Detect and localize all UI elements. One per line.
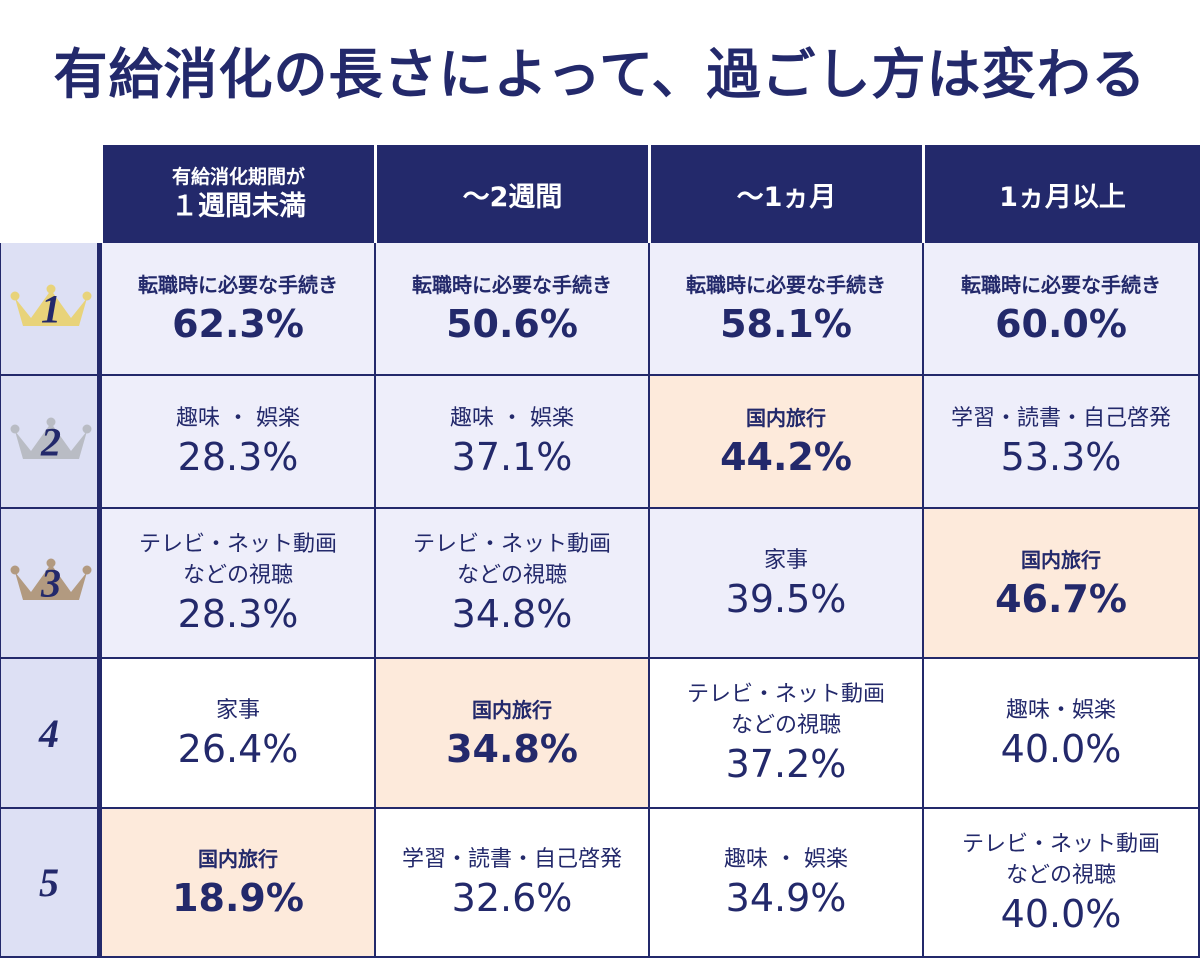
table-cell: 転職時に必要な手続き 58.1% xyxy=(648,243,922,376)
activity-label: 家事 xyxy=(215,697,260,723)
table-cell: 国内旅行 34.8% xyxy=(374,659,648,809)
rank-number: 5 xyxy=(39,860,59,905)
column-header: 有給消化期間が １週間未満 xyxy=(100,145,374,243)
activity-label: 家事 xyxy=(763,547,808,573)
table-cell: 趣味 ・ 娯楽 28.3% xyxy=(100,376,374,509)
column-header-line: 有給消化期間が xyxy=(171,166,305,188)
percentage-value: 34.8% xyxy=(451,592,573,636)
activity-label: テレビ・ネット動画 などの視聴 xyxy=(412,532,611,588)
column-header-line: 1ヵ月以上 xyxy=(999,181,1126,213)
rank-cell-4: 4 xyxy=(0,659,100,809)
activity-label: テレビ・ネット動画 などの視聴 xyxy=(138,532,337,588)
gold-crown-icon xyxy=(9,284,93,334)
activity-label: 転職時に必要な手続き xyxy=(412,273,612,297)
percentage-value: 18.9% xyxy=(172,876,304,920)
ranking-table: 有給消化期間が １週間未満 ～2週間 ～1ヵ月 1ヵ月以上 1 転職時に必要な手続き 62.3… xyxy=(0,145,1200,958)
table-cell: テレビ・ネット動画 などの視聴 37.2% xyxy=(648,659,922,809)
activity-label: 学習・読書・自己啓発 xyxy=(950,406,1171,431)
percentage-value: 62.3% xyxy=(172,302,304,346)
table-cell: 学習・読書・自己啓発 53.3% xyxy=(922,376,1200,509)
rank-number: 3 xyxy=(41,560,61,606)
column-header-line: ～1ヵ月 xyxy=(736,181,837,213)
column-header: 1ヵ月以上 xyxy=(922,145,1200,243)
percentage-value: 28.3% xyxy=(177,592,299,636)
column-header: ～1ヵ月 xyxy=(648,145,922,243)
rank-number: 2 xyxy=(41,419,61,464)
table-cell: テレビ・ネット動画 などの視聴 34.8% xyxy=(374,509,648,659)
bronze-crown-icon xyxy=(9,558,93,608)
percentage-value: 34.8% xyxy=(446,726,578,771)
table-cell: 転職時に必要な手続き 60.0% xyxy=(922,243,1200,376)
table-cell: 転職時に必要な手続き 62.3% xyxy=(100,243,374,376)
percentage-value: 40.0% xyxy=(1000,726,1122,771)
percentage-value: 50.6% xyxy=(446,302,578,346)
percentage-value: 60.0% xyxy=(995,302,1127,346)
percentage-value: 26.4% xyxy=(177,726,299,771)
table-cell: 国内旅行 44.2% xyxy=(648,376,922,509)
table-cell: 家事 26.4% xyxy=(100,659,374,809)
activity-label: 学習・読書・自己啓発 xyxy=(401,847,622,872)
percentage-value: 46.7% xyxy=(995,576,1127,621)
column-header-line: ～2週間 xyxy=(462,181,563,213)
activity-label: 転職時に必要な手続き xyxy=(686,273,886,297)
rank-cell-2: 2 xyxy=(0,376,100,509)
activity-label: 転職時に必要な手続き xyxy=(138,273,338,297)
activity-label: 国内旅行 xyxy=(198,847,278,871)
percentage-value: 28.3% xyxy=(177,435,299,479)
rank-cell-5: 5 xyxy=(0,809,100,958)
activity-label: 国内旅行 xyxy=(1021,547,1101,572)
percentage-value: 37.1% xyxy=(451,435,573,479)
table-cell: 国内旅行 18.9% xyxy=(100,809,374,958)
percentage-value: 44.2% xyxy=(720,435,852,479)
table-corner xyxy=(0,145,100,243)
rank-cell-1: 1 xyxy=(0,243,100,376)
activity-label: 国内旅行 xyxy=(746,406,826,430)
table-cell: 家事 39.5% xyxy=(648,509,922,659)
column-header: ～2週間 xyxy=(374,145,648,243)
percentage-value: 40.0% xyxy=(1000,891,1122,936)
table-cell: 転職時に必要な手続き 50.6% xyxy=(374,243,648,376)
activity-label: 趣味・娯楽 xyxy=(1005,697,1116,723)
activity-label: 趣味 ・ 娯楽 xyxy=(450,406,574,431)
page-title: 有給消化の長さによって、過ごし方は変わる xyxy=(53,43,1147,106)
silver-crown-icon xyxy=(9,417,93,467)
percentage-value: 32.6% xyxy=(451,876,573,920)
percentage-value: 39.5% xyxy=(725,576,847,621)
activity-label: 趣味 ・ 娯楽 xyxy=(724,847,848,872)
activity-label: テレビ・ネット動画 などの視聴 xyxy=(686,682,885,738)
table-cell: 学習・読書・自己啓発 32.6% xyxy=(374,809,648,958)
table-cell: 趣味・娯楽 40.0% xyxy=(922,659,1200,809)
activity-label: 趣味 ・ 娯楽 xyxy=(176,406,300,431)
activity-label: 転職時に必要な手続き xyxy=(961,273,1161,297)
activity-label: 国内旅行 xyxy=(472,697,552,722)
table-cell: テレビ・ネット動画 などの視聴 28.3% xyxy=(100,509,374,659)
percentage-value: 37.2% xyxy=(725,742,847,786)
rank-number: 4 xyxy=(39,710,59,756)
table-cell: 趣味 ・ 娯楽 37.1% xyxy=(374,376,648,509)
table-cell: 趣味 ・ 娯楽 34.9% xyxy=(648,809,922,958)
percentage-value: 53.3% xyxy=(1000,435,1122,479)
rank-cell-3: 3 xyxy=(0,509,100,659)
column-header-line: １週間未満 xyxy=(171,191,306,222)
rank-number: 1 xyxy=(41,286,61,331)
table-cell: テレビ・ネット動画 などの視聴 40.0% xyxy=(922,809,1200,958)
activity-label: テレビ・ネット動画 などの視聴 xyxy=(961,831,1160,888)
table-cell: 国内旅行 46.7% xyxy=(922,509,1200,659)
percentage-value: 34.9% xyxy=(725,876,847,920)
percentage-value: 58.1% xyxy=(720,302,852,346)
